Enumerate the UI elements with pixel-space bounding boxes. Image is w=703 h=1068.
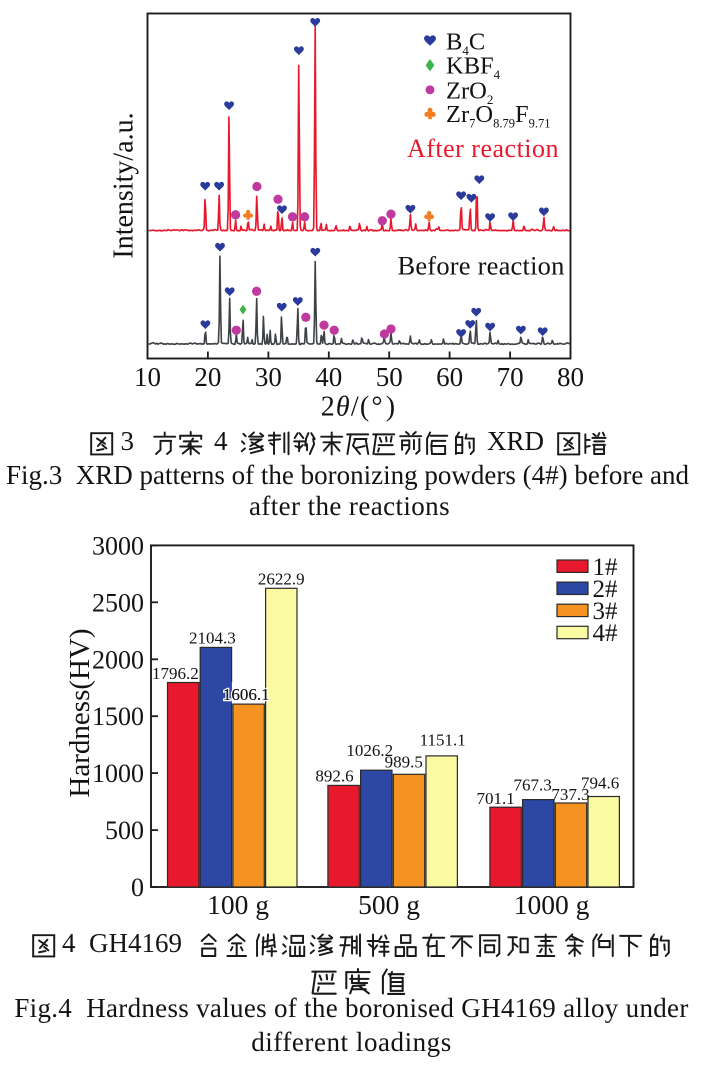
svg-text:40: 40 [315, 362, 342, 392]
svg-text:2θ/(°): 2θ/(°) [321, 392, 397, 423]
svg-text:60: 60 [436, 362, 463, 392]
svg-text:1606.1: 1606.1 [223, 685, 270, 704]
svg-text:4#: 4# [593, 620, 619, 647]
svg-text:2104.3: 2104.3 [189, 628, 236, 647]
svg-text:1026.2: 1026.2 [346, 741, 393, 760]
svg-text:989.5: 989.5 [385, 753, 423, 772]
svg-text:KBF4: KBF4 [446, 53, 501, 83]
svg-text:Hardness(HV): Hardness(HV) [64, 628, 96, 797]
svg-text:2000: 2000 [92, 645, 144, 674]
svg-text:737.3: 737.3 [551, 785, 589, 804]
svg-text:500 g: 500 g [358, 889, 420, 920]
svg-text:1#: 1# [593, 554, 619, 581]
svg-text:Before reaction: Before reaction [397, 251, 564, 281]
svg-text:1000: 1000 [92, 759, 144, 788]
svg-text:50: 50 [376, 362, 403, 392]
svg-text:794.6: 794.6 [581, 773, 619, 792]
svg-text:0: 0 [131, 873, 144, 902]
svg-text:10: 10 [134, 362, 161, 392]
svg-text:1606.1: 1606.1 [223, 685, 270, 704]
svg-text:30: 30 [255, 362, 282, 392]
svg-text:Intensity/a.u.: Intensity/a.u. [109, 112, 140, 258]
svg-text:1796.2: 1796.2 [152, 664, 199, 683]
svg-text:20: 20 [194, 362, 221, 392]
svg-text:2500: 2500 [92, 588, 144, 617]
svg-text:767.3: 767.3 [513, 776, 551, 795]
svg-text:3#: 3# [593, 598, 619, 625]
svg-text:80: 80 [557, 362, 584, 392]
svg-text:ZrO2: ZrO2 [446, 77, 493, 107]
svg-text:100 g: 100 g [207, 889, 269, 920]
svg-text:1500: 1500 [92, 702, 144, 731]
svg-text:After reaction: After reaction [407, 134, 559, 163]
svg-text:500: 500 [105, 816, 144, 845]
svg-text:2#: 2# [593, 576, 619, 603]
svg-text:1151.1: 1151.1 [420, 731, 466, 750]
svg-text:B4C: B4C [446, 29, 485, 59]
svg-text:70: 70 [497, 362, 524, 392]
svg-text:3000: 3000 [92, 531, 144, 560]
svg-text:Zr7O8.79F9.71: Zr7O8.79F9.71 [446, 101, 550, 131]
svg-text:701.1: 701.1 [476, 789, 514, 808]
svg-text:892.6: 892.6 [315, 767, 353, 786]
svg-text:1000 g: 1000 g [514, 889, 590, 920]
svg-text:2622.9: 2622.9 [258, 569, 305, 588]
